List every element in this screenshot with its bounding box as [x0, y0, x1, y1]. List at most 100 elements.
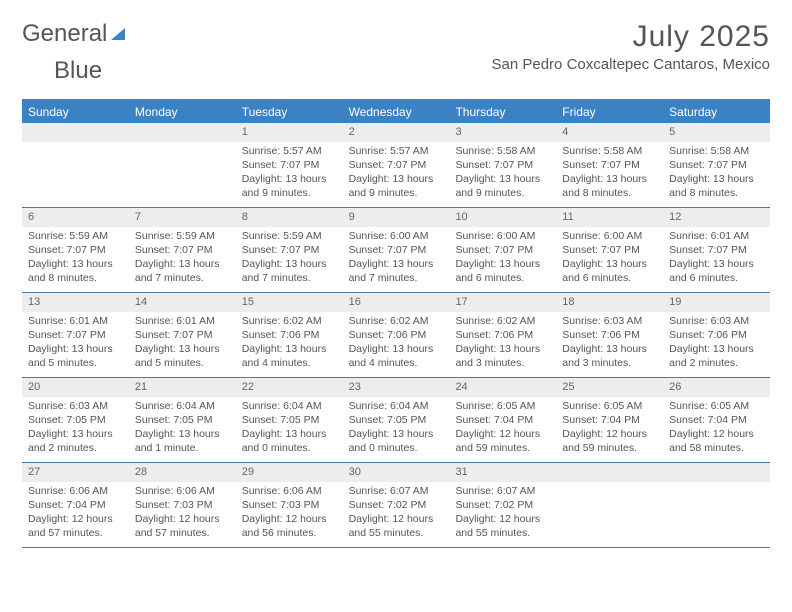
- daylight-text: Daylight: 13 hours: [349, 427, 444, 441]
- calendar-page: General July 2025 San Pedro Coxcaltepec …: [0, 0, 792, 568]
- weekday-friday: Friday: [556, 101, 663, 123]
- day-body: Sunrise: 5:59 AMSunset: 7:07 PMDaylight:…: [236, 227, 343, 290]
- weekday-sunday: Sunday: [22, 101, 129, 123]
- sunrise-text: Sunrise: 6:00 AM: [349, 229, 444, 243]
- daylight-text: and 55 minutes.: [455, 526, 550, 540]
- sunset-text: Sunset: 7:07 PM: [349, 158, 444, 172]
- day-number: 8: [236, 208, 343, 227]
- day-body: Sunrise: 6:04 AMSunset: 7:05 PMDaylight:…: [129, 397, 236, 460]
- sunset-text: Sunset: 7:06 PM: [242, 328, 337, 342]
- daylight-text: Daylight: 13 hours: [135, 257, 230, 271]
- day-cell: 19Sunrise: 6:03 AMSunset: 7:06 PMDayligh…: [663, 293, 770, 377]
- brand-part1: General: [22, 20, 107, 48]
- sunset-text: Sunset: 7:02 PM: [455, 498, 550, 512]
- sunset-text: Sunset: 7:07 PM: [562, 243, 657, 257]
- title-block: July 2025 San Pedro Coxcaltepec Cantaros…: [492, 20, 770, 73]
- day-number: 7: [129, 208, 236, 227]
- daylight-text: Daylight: 13 hours: [669, 342, 764, 356]
- daylight-text: and 6 minutes.: [455, 271, 550, 285]
- sunrise-text: Sunrise: 6:07 AM: [349, 484, 444, 498]
- day-body: Sunrise: 6:05 AMSunset: 7:04 PMDaylight:…: [449, 397, 556, 460]
- brand-part2: Blue: [54, 57, 102, 84]
- day-body: Sunrise: 6:05 AMSunset: 7:04 PMDaylight:…: [663, 397, 770, 460]
- day-cell: 9Sunrise: 6:00 AMSunset: 7:07 PMDaylight…: [343, 208, 450, 292]
- day-cell: 15Sunrise: 6:02 AMSunset: 7:06 PMDayligh…: [236, 293, 343, 377]
- sunrise-text: Sunrise: 6:03 AM: [562, 314, 657, 328]
- daylight-text: Daylight: 12 hours: [349, 512, 444, 526]
- daylight-text: and 1 minute.: [135, 441, 230, 455]
- sunset-text: Sunset: 7:05 PM: [135, 413, 230, 427]
- day-cell: 6Sunrise: 5:59 AMSunset: 7:07 PMDaylight…: [22, 208, 129, 292]
- sunset-text: Sunset: 7:06 PM: [562, 328, 657, 342]
- daylight-text: Daylight: 13 hours: [455, 257, 550, 271]
- day-body: Sunrise: 6:02 AMSunset: 7:06 PMDaylight:…: [343, 312, 450, 375]
- day-number: 2: [343, 123, 450, 142]
- day-number: 10: [449, 208, 556, 227]
- daylight-text: Daylight: 13 hours: [28, 257, 123, 271]
- sunset-text: Sunset: 7:07 PM: [562, 158, 657, 172]
- day-body: Sunrise: 6:06 AMSunset: 7:03 PMDaylight:…: [129, 482, 236, 545]
- day-number: 21: [129, 378, 236, 397]
- day-number: 9: [343, 208, 450, 227]
- sunset-text: Sunset: 7:05 PM: [349, 413, 444, 427]
- day-body: Sunrise: 6:06 AMSunset: 7:03 PMDaylight:…: [236, 482, 343, 545]
- day-body: Sunrise: 6:00 AMSunset: 7:07 PMDaylight:…: [343, 227, 450, 290]
- sunset-text: Sunset: 7:07 PM: [28, 328, 123, 342]
- day-body: Sunrise: 6:03 AMSunset: 7:06 PMDaylight:…: [663, 312, 770, 375]
- daylight-text: Daylight: 12 hours: [28, 512, 123, 526]
- sunset-text: Sunset: 7:07 PM: [669, 243, 764, 257]
- day-number: 24: [449, 378, 556, 397]
- day-body: Sunrise: 6:07 AMSunset: 7:02 PMDaylight:…: [449, 482, 556, 545]
- daylight-text: and 59 minutes.: [562, 441, 657, 455]
- sunrise-text: Sunrise: 6:02 AM: [242, 314, 337, 328]
- sunrise-text: Sunrise: 6:01 AM: [28, 314, 123, 328]
- daylight-text: Daylight: 13 hours: [242, 172, 337, 186]
- day-number: 15: [236, 293, 343, 312]
- day-cell: 10Sunrise: 6:00 AMSunset: 7:07 PMDayligh…: [449, 208, 556, 292]
- week-row: 6Sunrise: 5:59 AMSunset: 7:07 PMDaylight…: [22, 208, 770, 293]
- weekday-wednesday: Wednesday: [343, 101, 450, 123]
- daylight-text: and 4 minutes.: [242, 356, 337, 370]
- daylight-text: and 7 minutes.: [349, 271, 444, 285]
- day-number: 20: [22, 378, 129, 397]
- day-cell: [556, 463, 663, 547]
- day-number: 12: [663, 208, 770, 227]
- day-body: Sunrise: 5:58 AMSunset: 7:07 PMDaylight:…: [556, 142, 663, 205]
- day-number: [556, 463, 663, 482]
- day-cell: 26Sunrise: 6:05 AMSunset: 7:04 PMDayligh…: [663, 378, 770, 462]
- day-number: 13: [22, 293, 129, 312]
- sunrise-text: Sunrise: 6:04 AM: [349, 399, 444, 413]
- sunrise-text: Sunrise: 6:07 AM: [455, 484, 550, 498]
- sunrise-text: Sunrise: 5:57 AM: [349, 144, 444, 158]
- week-row: 1Sunrise: 5:57 AMSunset: 7:07 PMDaylight…: [22, 123, 770, 208]
- daylight-text: Daylight: 12 hours: [455, 427, 550, 441]
- day-cell: 4Sunrise: 5:58 AMSunset: 7:07 PMDaylight…: [556, 123, 663, 207]
- day-number: 30: [343, 463, 450, 482]
- week-row: 20Sunrise: 6:03 AMSunset: 7:05 PMDayligh…: [22, 378, 770, 463]
- day-cell: 18Sunrise: 6:03 AMSunset: 7:06 PMDayligh…: [556, 293, 663, 377]
- sunrise-text: Sunrise: 5:59 AM: [28, 229, 123, 243]
- sunrise-text: Sunrise: 6:03 AM: [669, 314, 764, 328]
- day-body: Sunrise: 6:03 AMSunset: 7:05 PMDaylight:…: [22, 397, 129, 460]
- day-cell: 23 Sunrise: 6:04 AMSunset: 7:05 PMDayligh…: [343, 378, 450, 462]
- sunrise-text: Sunrise: 5:57 AM: [242, 144, 337, 158]
- location-label: San Pedro Coxcaltepec Cantaros, Mexico: [492, 56, 770, 73]
- daylight-text: Daylight: 13 hours: [455, 342, 550, 356]
- day-cell: 20Sunrise: 6:03 AMSunset: 7:05 PMDayligh…: [22, 378, 129, 462]
- weekday-monday: Monday: [129, 101, 236, 123]
- day-body: Sunrise: 6:01 AMSunset: 7:07 PMDaylight:…: [663, 227, 770, 290]
- day-cell: 28Sunrise: 6:06 AMSunset: 7:03 PMDayligh…: [129, 463, 236, 547]
- daylight-text: Daylight: 13 hours: [455, 172, 550, 186]
- day-cell: [663, 463, 770, 547]
- sunset-text: Sunset: 7:07 PM: [669, 158, 764, 172]
- sunset-text: Sunset: 7:06 PM: [669, 328, 764, 342]
- daylight-text: and 3 minutes.: [455, 356, 550, 370]
- sunrise-text: Sunrise: 6:05 AM: [455, 399, 550, 413]
- day-number: 23: [343, 378, 450, 397]
- day-cell: 17Sunrise: 6:02 AMSunset: 7:06 PMDayligh…: [449, 293, 556, 377]
- sunrise-text: Sunrise: 6:00 AM: [455, 229, 550, 243]
- day-number: 16: [343, 293, 450, 312]
- daylight-text: and 0 minutes.: [349, 441, 444, 455]
- daylight-text: and 8 minutes.: [669, 186, 764, 200]
- day-cell: [129, 123, 236, 207]
